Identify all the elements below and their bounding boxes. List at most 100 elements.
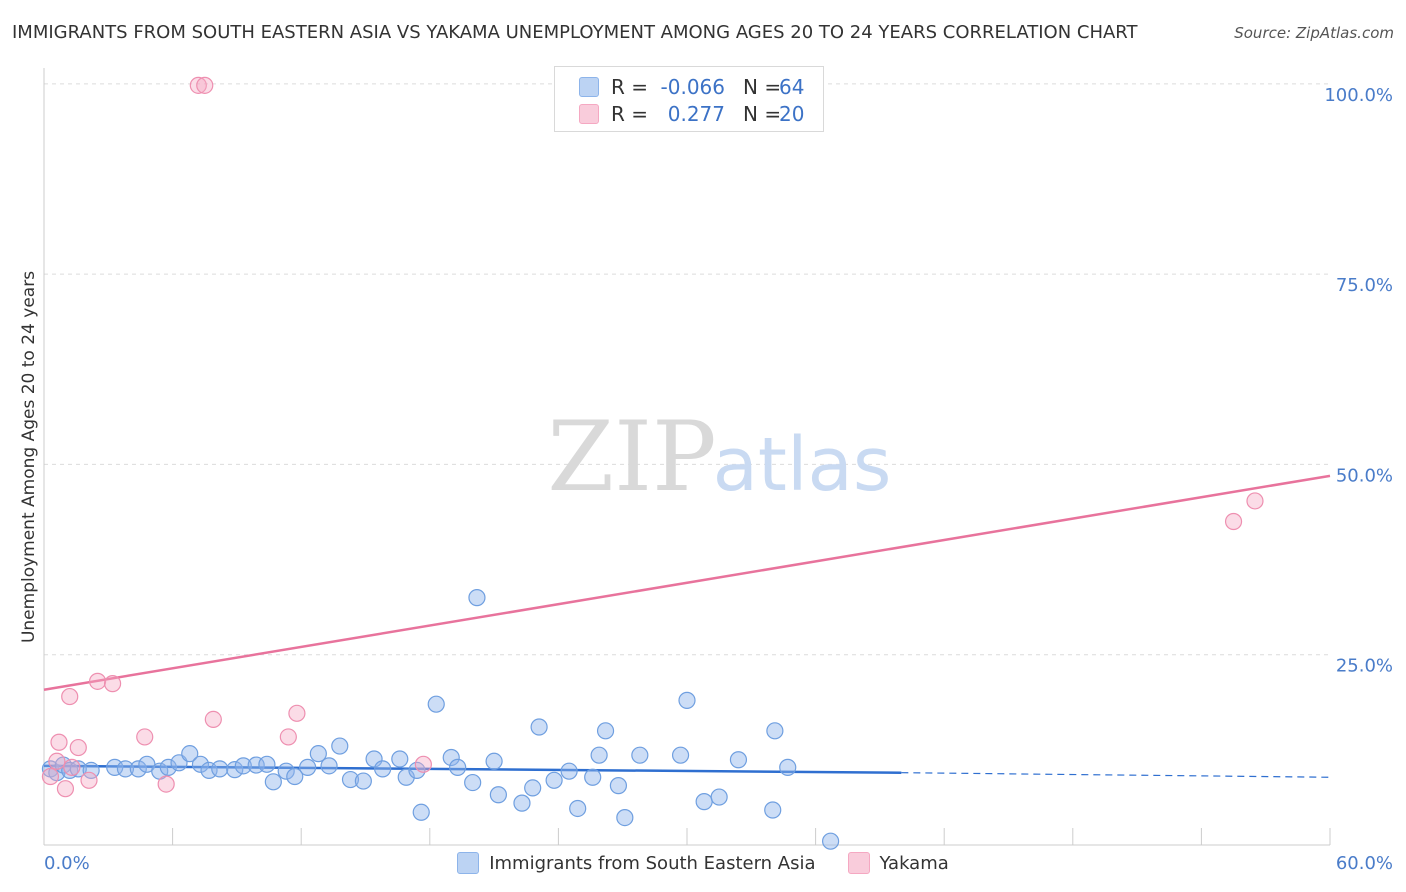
data-point (106, 758, 124, 776)
data-point (489, 786, 507, 804)
n-label: N = (743, 102, 782, 126)
data-point (157, 775, 175, 793)
data-point (191, 755, 210, 773)
series-pink (41, 76, 1264, 798)
data-point (189, 76, 207, 94)
axes (43, 68, 1331, 846)
pink-swatch (847, 852, 870, 874)
y-tick-label: 25.0% (1336, 656, 1393, 677)
data-point (695, 793, 713, 811)
data-point (69, 738, 87, 757)
data-point (427, 695, 445, 713)
data-point (449, 758, 467, 776)
data-point (710, 788, 728, 806)
data-point (524, 779, 542, 797)
data-point (596, 722, 615, 740)
data-point (530, 718, 548, 736)
source-label: Source: ZipAtlas.com (1234, 24, 1394, 42)
data-point (264, 773, 282, 791)
r-value: 0.277 (667, 102, 725, 126)
data-point (299, 758, 317, 776)
blue-swatch (579, 77, 599, 97)
blue-swatch (457, 852, 480, 874)
watermark-zip: ZIP (547, 401, 716, 513)
x-tick-label: 60.0% (1336, 853, 1393, 874)
data-point (779, 758, 797, 776)
y-axis-label: Unemployment Among Ages 20 to 24 years (19, 271, 39, 643)
y-tick-label: 100.0% (1324, 85, 1393, 106)
data-point (590, 746, 608, 764)
data-point (80, 771, 98, 789)
data-point (61, 761, 79, 780)
data-point (200, 761, 218, 780)
data-point (616, 808, 634, 827)
data-point (729, 751, 748, 769)
data-point (56, 780, 75, 798)
stats-legend: R = -0.066 N = 64 R = 0.277 N = 20 (554, 66, 824, 132)
data-point (136, 728, 154, 746)
gridlines (44, 83, 1330, 656)
data-point (545, 771, 563, 789)
data-point (391, 750, 409, 768)
r-label: R = (611, 75, 649, 99)
data-point (397, 768, 415, 786)
pink-swatch (579, 104, 599, 124)
data-point (320, 757, 338, 775)
data-point (61, 687, 79, 706)
watermark-atlas: atlas (713, 422, 892, 508)
data-point (88, 672, 107, 690)
data-point (468, 589, 486, 607)
data-point (211, 760, 229, 778)
stats-legend-row-pink: R = 0.277 N = 20 (579, 101, 804, 127)
data-point (513, 794, 531, 812)
data-point (569, 799, 587, 818)
data-point (116, 760, 135, 778)
data-point (609, 777, 628, 795)
data-point (226, 761, 244, 779)
data-point (41, 767, 60, 786)
watermark: ZIP atlas (547, 401, 891, 513)
data-point (277, 762, 295, 780)
data-point (50, 733, 68, 751)
data-point (279, 728, 297, 746)
data-point (288, 704, 306, 722)
data-points (41, 76, 1264, 850)
data-point (374, 760, 392, 778)
legend-label: Immigrants from South Eastern Asia (489, 852, 816, 874)
data-point (1246, 492, 1264, 510)
data-point (1224, 512, 1243, 531)
data-point (234, 757, 252, 775)
data-point (331, 737, 349, 755)
data-point (129, 760, 147, 778)
trend-line-yakama (43, 474, 1331, 691)
y-tick-label: 75.0% (1336, 275, 1393, 296)
y-tick-label: 50.0% (1336, 465, 1393, 486)
data-point (678, 691, 696, 709)
data-point (442, 748, 460, 767)
data-point (159, 758, 177, 776)
data-point (560, 762, 578, 780)
data-point (584, 768, 602, 786)
tick-labels: 25.0% 50.0% 75.0% 100.0% 0.0% 60.0% (44, 85, 1393, 874)
data-point (764, 801, 782, 819)
data-point (103, 675, 122, 693)
data-point (822, 832, 840, 850)
series-blue (41, 589, 840, 850)
data-point (412, 803, 430, 821)
data-point (196, 76, 214, 94)
x-tick-label: 0.0% (44, 853, 90, 874)
legend-label: Yakama (879, 852, 949, 874)
data-point (464, 773, 482, 792)
n-value: 20 (779, 102, 805, 126)
data-point (408, 761, 426, 780)
data-point (341, 770, 360, 789)
data-point (63, 758, 81, 776)
legend-item-immigrants[interactable]: Immigrants from South Eastern Asia (457, 852, 816, 874)
trend-lines (43, 474, 1331, 778)
data-point (69, 760, 87, 778)
data-point (286, 767, 304, 786)
data-point (354, 772, 372, 790)
r-value: -0.066 (660, 75, 725, 99)
data-point (414, 755, 432, 773)
legend-item-yakama[interactable]: Yakama (847, 852, 949, 874)
